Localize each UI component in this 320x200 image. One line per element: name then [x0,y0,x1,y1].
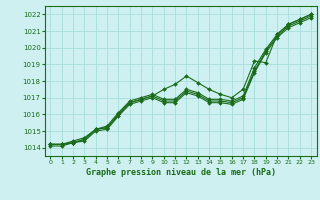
X-axis label: Graphe pression niveau de la mer (hPa): Graphe pression niveau de la mer (hPa) [86,168,276,177]
